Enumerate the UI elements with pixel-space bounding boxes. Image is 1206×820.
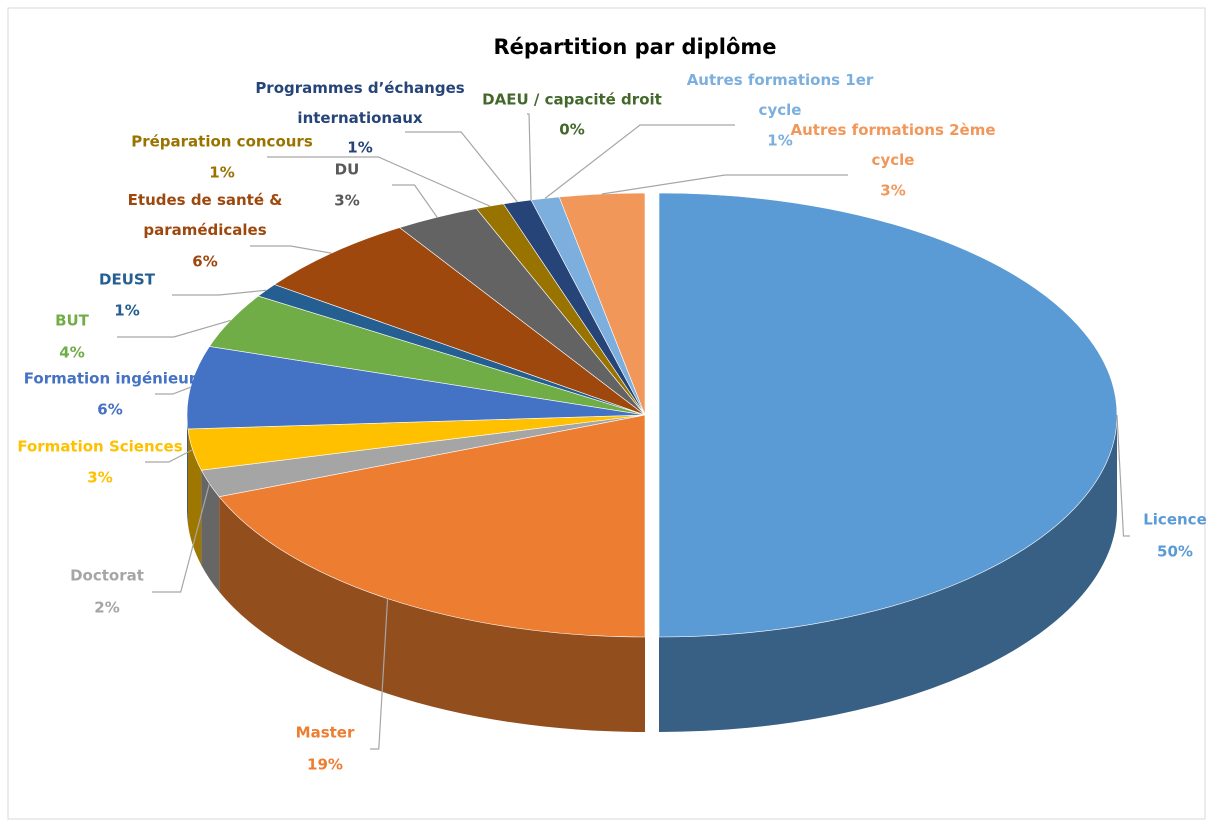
label-line: paramédicales	[143, 221, 266, 239]
slice-side	[219, 496, 646, 732]
data-label-value: 19%	[307, 756, 343, 774]
data-label-value: 1%	[767, 132, 792, 150]
leader-line	[155, 386, 191, 395]
data-label-value: 1%	[347, 139, 372, 157]
data-label-name: Formation Sciences	[17, 438, 182, 456]
data-label-name: DAEU / capacité droit	[482, 91, 662, 109]
label-line: cycle	[872, 151, 915, 169]
slice-side	[187, 415, 188, 524]
data-label-name: Programmes d’échanges internationaux	[255, 79, 464, 127]
slice	[186, 346, 646, 430]
leader-line	[601, 174, 848, 195]
data-label-value: 6%	[192, 253, 217, 271]
data-label-value: 1%	[209, 164, 234, 182]
leader-line	[544, 124, 735, 199]
leader-line	[145, 449, 193, 463]
label-line: Etudes de santé &	[128, 191, 283, 209]
slice	[218, 414, 646, 638]
data-label-value: 2%	[94, 599, 119, 617]
leader-line	[405, 131, 518, 203]
slice-side	[187, 428, 202, 566]
slice-side	[201, 470, 220, 592]
data-label-value: 50%	[1157, 543, 1193, 561]
leader-line	[1116, 414, 1130, 537]
data-label-value: 4%	[59, 344, 84, 362]
chart-title: Répartition par diplôme	[493, 35, 776, 59]
label-line: internationaux	[297, 109, 422, 127]
slice-side	[659, 415, 1117, 732]
data-label-name: DU	[335, 161, 360, 179]
leader-line	[527, 113, 532, 200]
leader-line	[250, 245, 332, 254]
data-label-name: Etudes de santé & paramédicales	[128, 191, 283, 239]
leader-line	[267, 156, 491, 207]
data-label-value: 3%	[334, 192, 359, 210]
label-line: Autres formations 1er	[687, 71, 874, 89]
data-label-value: 0%	[559, 121, 584, 139]
data-label-name: Licence	[1143, 511, 1206, 529]
data-label-name: Master	[296, 724, 355, 742]
label-line: cycle	[759, 101, 802, 119]
data-label-name: Autres formations 1er cycle	[687, 71, 874, 119]
data-label-value: 1%	[114, 302, 139, 320]
data-label-name: Doctorat	[70, 567, 144, 585]
slice	[658, 192, 1118, 638]
data-label-value: 3%	[87, 469, 112, 487]
leader-line	[172, 289, 267, 296]
leader-line	[392, 184, 438, 218]
data-label-name: Autres formations 2ème cycle	[790, 121, 995, 169]
data-label-name: Formation ingénieur	[24, 370, 197, 388]
leader-line	[370, 598, 389, 750]
data-label-name: DEUST	[99, 271, 156, 289]
leader-line	[117, 319, 231, 338]
data-label-value: 6%	[97, 401, 122, 419]
leader-line	[152, 483, 210, 593]
label-line: Autres formations 2ème	[790, 121, 995, 139]
data-label-value: 3%	[880, 182, 905, 200]
label-line: Programmes d’échanges	[255, 79, 464, 97]
data-label-name: Préparation concours	[131, 133, 313, 151]
data-label-name: BUT	[55, 312, 90, 330]
